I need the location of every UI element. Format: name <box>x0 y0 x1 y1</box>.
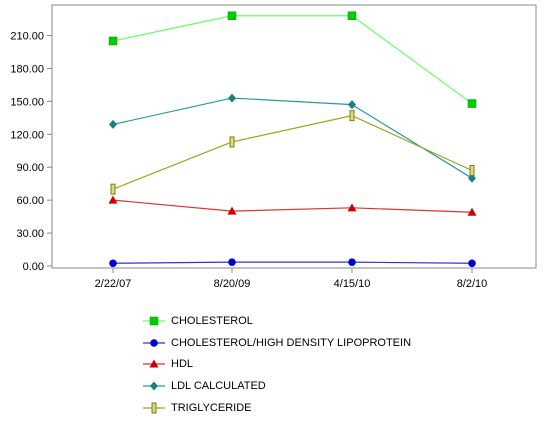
y-tick-label: 210.00 <box>10 31 44 43</box>
data-point <box>469 165 475 177</box>
legend-item: TRIGLYCERIDE <box>143 397 523 419</box>
series-1 <box>109 258 476 268</box>
series-line <box>112 114 473 190</box>
legend-marker <box>149 316 159 326</box>
data-point <box>108 36 118 46</box>
legend-label: CHOLESTEROL <box>171 314 253 327</box>
data-point <box>109 119 117 129</box>
series-line <box>112 15 473 105</box>
data-point <box>227 206 237 215</box>
data-point <box>468 259 476 268</box>
line-chart: 0.00 30.00 60.00 90.00 120.00 150.00 180.00 210… <box>10 4 537 290</box>
series-group <box>108 11 477 268</box>
data-point <box>109 259 117 268</box>
legend-symbol <box>143 316 165 326</box>
legend-item: CHOLESTEROL/HIGH DENSITY LIPOPROTEIN <box>143 332 523 354</box>
data-point <box>467 99 477 108</box>
data-point <box>110 183 116 195</box>
series-2 <box>108 195 477 216</box>
data-point <box>228 258 236 266</box>
legend-symbol <box>143 381 165 391</box>
legend-label: TRIGLYCERIDE <box>171 401 252 414</box>
legend-marker <box>150 338 158 347</box>
y-tick-label: 180.00 <box>10 63 44 75</box>
data-point <box>348 100 356 110</box>
x-tick-label: 8/20/09 <box>214 278 251 290</box>
x-axis: 2/22/07 8/20/09 4/15/10 8/2/10 <box>95 268 488 290</box>
y-tick-label: 120.00 <box>10 129 44 141</box>
y-tick-label: 150.00 <box>10 96 44 108</box>
series-line <box>112 199 473 213</box>
series-3 <box>109 93 476 183</box>
data-point <box>229 136 235 148</box>
series-0 <box>108 11 477 108</box>
legend-marker <box>149 359 159 368</box>
data-point <box>347 203 357 212</box>
series-line <box>112 261 473 264</box>
plot-area <box>51 4 537 269</box>
legend: CHOLESTEROL CHOLESTEROL/HIGH DENSITY LIPO… <box>143 310 523 419</box>
data-point <box>348 258 356 266</box>
legend-label: HDL <box>171 358 194 371</box>
legend-marker <box>151 402 157 414</box>
legend-symbol <box>143 338 165 347</box>
legend-item: LDL CALCULATED <box>143 375 523 397</box>
x-tick-label: 8/2/10 <box>457 278 488 290</box>
data-point <box>347 11 357 20</box>
legend-label: CHOLESTEROL/HIGH DENSITY LIPOPROTEIN <box>171 336 412 349</box>
y-tick-label: 0.00 <box>23 261 44 273</box>
legend-marker <box>150 381 158 391</box>
y-tick-label: 90.00 <box>16 162 44 174</box>
data-point <box>349 110 355 122</box>
y-tick-label: 60.00 <box>16 195 44 207</box>
legend-label: LDL CALCULATED <box>171 380 266 393</box>
legend-item: HDL <box>143 354 523 376</box>
x-tick-label: 4/15/10 <box>334 278 371 290</box>
series-4 <box>110 110 475 195</box>
legend-item: CHOLESTEROL <box>143 310 523 332</box>
legend-symbol <box>143 402 165 414</box>
data-point <box>108 195 118 204</box>
data-point <box>228 93 236 103</box>
series-line <box>112 97 473 179</box>
x-tick-label: 2/22/07 <box>95 278 132 290</box>
data-point <box>467 207 477 216</box>
data-point <box>227 11 237 20</box>
y-axis: 0.00 30.00 60.00 90.00 120.00 150.00 180.00 210… <box>10 31 52 273</box>
y-tick-label: 30.00 <box>16 228 44 240</box>
legend-symbol <box>143 359 165 368</box>
